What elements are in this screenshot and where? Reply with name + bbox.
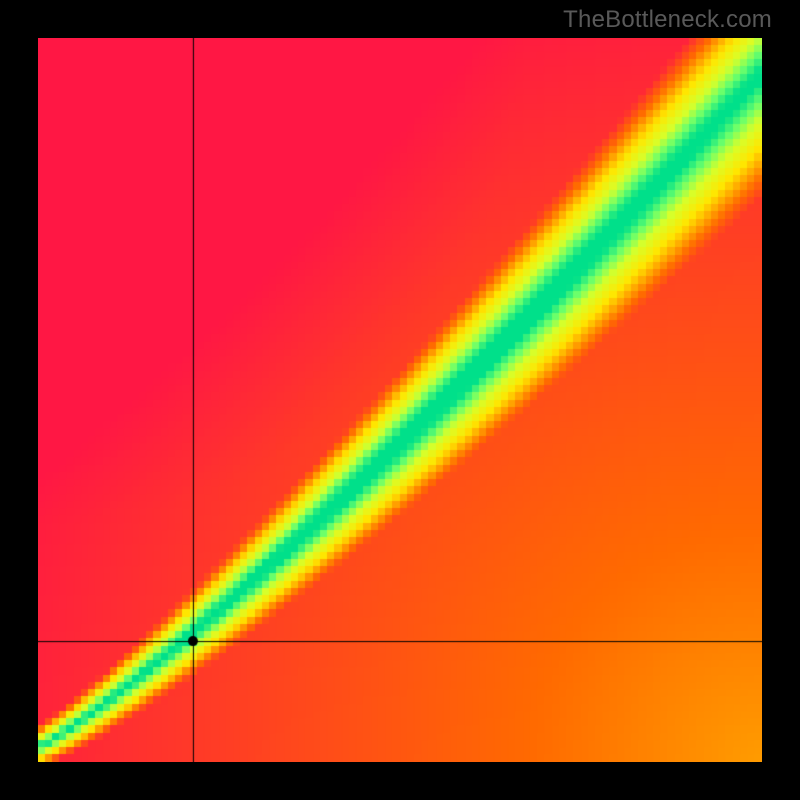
chart-frame: TheBottleneck.com (0, 0, 800, 800)
watermark-text: TheBottleneck.com (563, 6, 772, 34)
bottleneck-heatmap (38, 38, 762, 762)
